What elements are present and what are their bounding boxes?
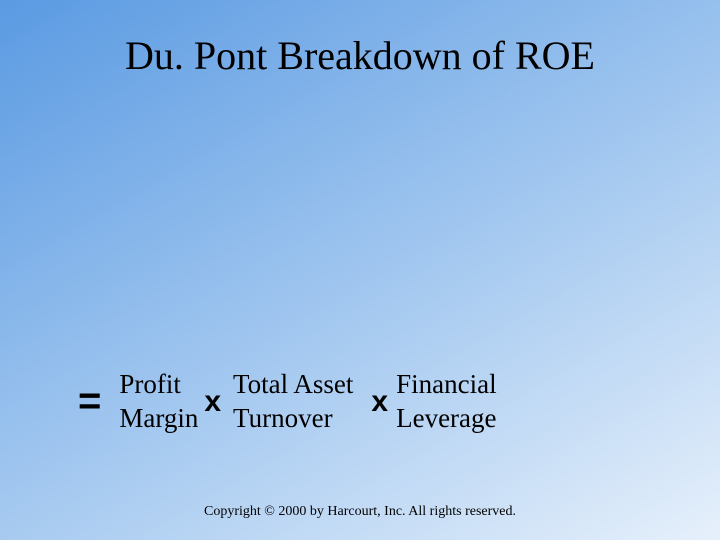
term-bottom: Margin (119, 402, 198, 436)
equals-sign: = (78, 379, 101, 424)
term-bottom: Leverage (396, 402, 496, 436)
dupont-formula: = Profit Margin x Total Asset Turnover x… (78, 368, 497, 436)
term-bottom: Turnover (233, 402, 353, 436)
slide: Du. Pont Breakdown of ROE = Profit Margi… (0, 0, 720, 540)
multiply-icon: x (371, 385, 388, 419)
page-title: Du. Pont Breakdown of ROE (0, 32, 720, 79)
term-total-asset-turnover: Total Asset Turnover (233, 368, 353, 436)
term-top: Financial (396, 368, 496, 402)
term-financial-leverage: Financial Leverage (396, 368, 496, 436)
term-top: Total Asset (233, 368, 353, 402)
term-top: Profit (119, 368, 198, 402)
term-profit-margin: Profit Margin (119, 368, 198, 436)
copyright-text: Copyright © 2000 by Harcourt, Inc. All r… (0, 504, 720, 520)
multiply-icon: x (204, 385, 221, 419)
